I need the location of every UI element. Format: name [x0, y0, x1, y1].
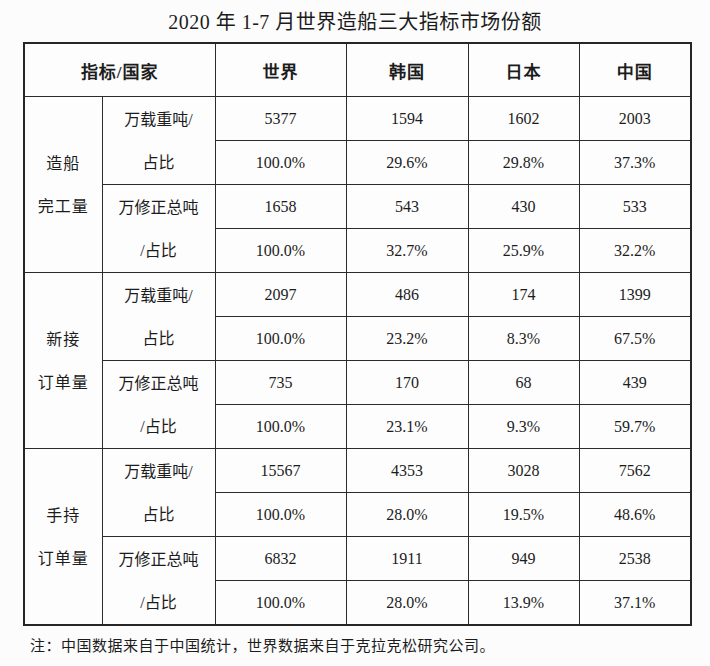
- value-cell: 5377: [215, 97, 346, 141]
- market-share-table: 指标/国家 世界 韩国 日本 中国 造船 完工量 万载重吨/ 占比: [23, 42, 692, 626]
- header-row: 指标/国家 世界 韩国 日本 中国: [24, 43, 691, 97]
- table-row: 万修正总吨 /占比 1658 543 430 533: [24, 185, 691, 229]
- value-cell: 430: [468, 185, 579, 229]
- share-cell: 9.3%: [468, 405, 579, 449]
- group-label-line: 订单量: [25, 537, 102, 580]
- share-cell: 28.0%: [346, 493, 468, 537]
- sublabel-line: 占比: [103, 141, 215, 184]
- group-label-new-orders: 新接 订单量: [24, 273, 102, 449]
- value-cell: 1594: [346, 97, 468, 141]
- sublabel-line: 万载重吨/: [103, 274, 215, 317]
- value-cell: 4353: [346, 449, 468, 493]
- sublabel-cgt-share: 万修正总吨 /占比: [102, 361, 215, 449]
- share-cell: 23.2%: [346, 317, 468, 361]
- header-indicator-country: 指标/国家: [24, 43, 215, 97]
- share-cell: 59.7%: [579, 405, 691, 449]
- page: 2020 年 1-7 月世界造船三大指标市场份额 指标/国家 世界 韩国 日本 …: [0, 0, 710, 666]
- share-cell: 100.0%: [215, 141, 346, 185]
- share-cell: 37.3%: [579, 141, 691, 185]
- value-cell: 174: [468, 273, 579, 317]
- share-cell: 29.8%: [468, 141, 579, 185]
- share-cell: 67.5%: [579, 317, 691, 361]
- value-cell: 949: [468, 537, 579, 581]
- share-cell: 8.3%: [468, 317, 579, 361]
- share-cell: 48.6%: [579, 493, 691, 537]
- group-label-line: 订单量: [25, 361, 102, 404]
- value-cell: 1602: [468, 97, 579, 141]
- header-col-japan: 日本: [468, 43, 579, 97]
- value-cell: 439: [579, 361, 691, 405]
- value-cell: 486: [346, 273, 468, 317]
- value-cell: 735: [215, 361, 346, 405]
- page-title: 2020 年 1-7 月世界造船三大指标市场份额: [0, 6, 710, 35]
- share-cell: 100.0%: [215, 493, 346, 537]
- value-cell: 68: [468, 361, 579, 405]
- sublabel-line: 万修正总吨: [103, 186, 215, 229]
- table-row: 手持 订单量 万载重吨/ 占比 15567 4353 3028 7562: [24, 449, 691, 493]
- sublabel-line: 万载重吨/: [103, 450, 215, 493]
- group-label-line: 完工量: [25, 185, 102, 228]
- value-cell: 1399: [579, 273, 691, 317]
- sublabel-dwt-share: 万载重吨/ 占比: [102, 273, 215, 361]
- share-cell: 29.6%: [346, 141, 468, 185]
- value-cell: 7562: [579, 449, 691, 493]
- value-cell: 533: [579, 185, 691, 229]
- sublabel-line: /占比: [103, 581, 215, 624]
- share-cell: 100.0%: [215, 229, 346, 273]
- share-cell: 13.9%: [468, 581, 579, 626]
- value-cell: 6832: [215, 537, 346, 581]
- table-row: 新接 订单量 万载重吨/ 占比 2097 486 174 1399: [24, 273, 691, 317]
- value-cell: 170: [346, 361, 468, 405]
- group-label-completions: 造船 完工量: [24, 97, 102, 273]
- share-cell: 23.1%: [346, 405, 468, 449]
- share-cell: 37.1%: [579, 581, 691, 626]
- sublabel-cgt-share: 万修正总吨 /占比: [102, 537, 215, 626]
- value-cell: 543: [346, 185, 468, 229]
- value-cell: 1911: [346, 537, 468, 581]
- group-label-line: 手持: [25, 494, 102, 537]
- value-cell: 1658: [215, 185, 346, 229]
- header-col-world: 世界: [215, 43, 346, 97]
- sublabel-line: 占比: [103, 317, 215, 360]
- group-label-line: 新接: [25, 318, 102, 361]
- value-cell: 2003: [579, 97, 691, 141]
- sublabel-line: 万修正总吨: [103, 538, 215, 581]
- sublabel-line: 万载重吨/: [103, 98, 215, 141]
- table-row: 万修正总吨 /占比 6832 1911 949 2538: [24, 537, 691, 581]
- table-row: 万修正总吨 /占比 735 170 68 439: [24, 361, 691, 405]
- sublabel-line: 万修正总吨: [103, 362, 215, 405]
- group-label-order-backlog: 手持 订单量: [24, 449, 102, 626]
- sublabel-line: /占比: [103, 229, 215, 272]
- table-row: 造船 完工量 万载重吨/ 占比 5377 1594 1602 2003: [24, 97, 691, 141]
- sublabel-dwt-share: 万载重吨/ 占比: [102, 97, 215, 185]
- share-cell: 25.9%: [468, 229, 579, 273]
- sublabel-line: 占比: [103, 493, 215, 536]
- share-cell: 100.0%: [215, 317, 346, 361]
- value-cell: 15567: [215, 449, 346, 493]
- group-label-line: 造船: [25, 142, 102, 185]
- share-cell: 100.0%: [215, 405, 346, 449]
- share-cell: 19.5%: [468, 493, 579, 537]
- header-col-korea: 韩国: [346, 43, 468, 97]
- sublabel-cgt-share: 万修正总吨 /占比: [102, 185, 215, 273]
- share-cell: 32.7%: [346, 229, 468, 273]
- share-cell: 28.0%: [346, 581, 468, 626]
- sublabel-dwt-share: 万载重吨/ 占比: [102, 449, 215, 537]
- header-col-china: 中国: [579, 43, 691, 97]
- footnote: 注：中国数据来自于中国统计，世界数据来自于克拉克松研究公司。: [30, 634, 495, 655]
- share-cell: 100.0%: [215, 581, 346, 626]
- value-cell: 2097: [215, 273, 346, 317]
- share-cell: 32.2%: [579, 229, 691, 273]
- sublabel-line: /占比: [103, 405, 215, 448]
- value-cell: 3028: [468, 449, 579, 493]
- value-cell: 2538: [579, 537, 691, 581]
